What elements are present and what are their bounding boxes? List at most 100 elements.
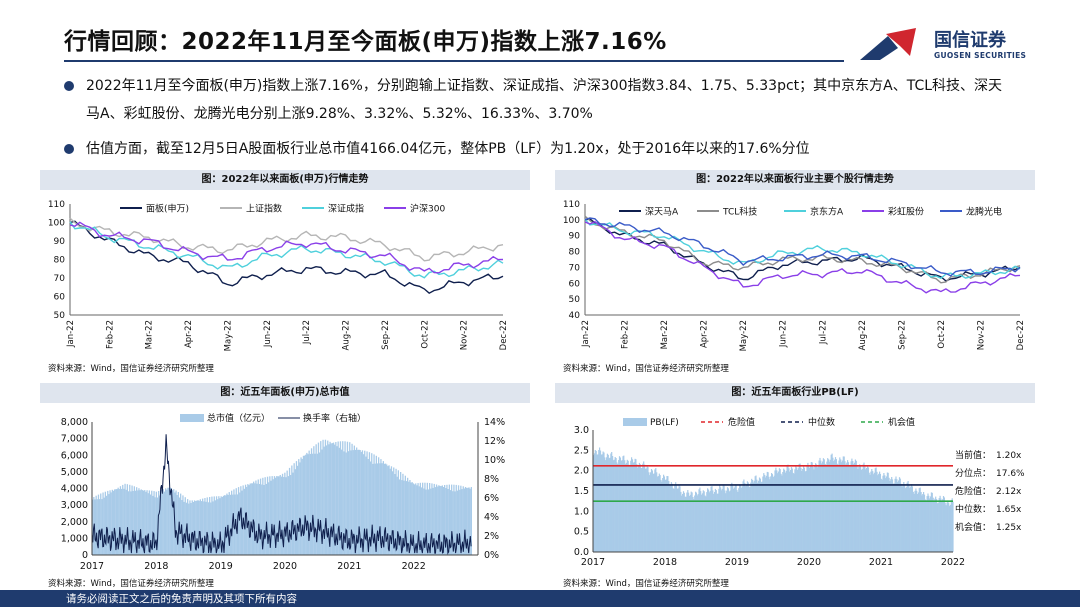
market-cap-bar [119, 486, 122, 555]
pb-bar [891, 479, 894, 552]
x-tick-label: Dec-22 [499, 320, 509, 350]
market-cap-bar [350, 450, 352, 555]
pb-bar [667, 476, 669, 552]
pb-bar [652, 473, 654, 552]
pb-bar [816, 467, 818, 552]
market-cap-bar [417, 483, 419, 555]
annotation-label: 中位数： [955, 503, 991, 515]
pb-bar [703, 491, 705, 552]
pb-bar [706, 492, 708, 552]
pb-bar [622, 456, 624, 552]
market-cap-bar [345, 452, 347, 555]
pb-bar [875, 467, 877, 552]
market-cap-bar [115, 489, 117, 555]
pb-bar [822, 458, 824, 552]
pb-bar [871, 469, 873, 552]
pb-bar [914, 490, 916, 552]
pb-bar [859, 464, 861, 552]
pb-bar [696, 495, 698, 552]
market-cap-bar [388, 465, 390, 555]
market-cap-bar [228, 492, 230, 555]
market-cap-bar [403, 480, 405, 555]
pb-bar [764, 477, 767, 552]
x-tick-label: May-22 [739, 320, 749, 351]
pb-bar [811, 462, 813, 552]
pb-bar [813, 469, 815, 552]
market-cap-bar [426, 482, 428, 555]
market-cap-bar [323, 446, 325, 555]
pb-bar [895, 476, 897, 552]
pb-bar [911, 484, 913, 552]
pb-bar [841, 462, 843, 552]
market-cap-bar [240, 486, 242, 555]
pb-bar [745, 484, 748, 552]
pb-bar [880, 478, 882, 552]
pb-bar [833, 461, 835, 552]
market-cap-bar [137, 490, 139, 555]
market-cap-bar [419, 482, 421, 555]
market-cap-bar [386, 464, 388, 555]
market-cap-bar [445, 488, 447, 555]
market-cap-bar [286, 470, 288, 555]
pb-bar [778, 468, 780, 552]
market-cap-bar [301, 458, 303, 555]
market-cap-bar [338, 447, 340, 555]
pb-bar [656, 476, 659, 552]
pb-bar [789, 471, 791, 552]
market-cap-bar [204, 498, 206, 555]
pb-bar [874, 468, 876, 552]
x-tick-label: Jun-22 [779, 320, 789, 348]
pb-bar [682, 493, 684, 552]
market-cap-bar [464, 487, 467, 555]
pb-bar [697, 494, 699, 552]
pb-bar [939, 495, 941, 552]
market-cap-bar [167, 487, 169, 555]
pb-bar [853, 462, 856, 552]
market-cap-bar [332, 442, 335, 555]
market-cap-bar [196, 500, 198, 555]
market-cap-bar [283, 477, 285, 555]
pb-bar [693, 499, 695, 552]
pb-bar [860, 466, 862, 552]
x-tick-label: Aug-22 [858, 320, 868, 350]
pb-bar [917, 492, 920, 552]
market-cap-bar [405, 481, 408, 555]
pb-bar [847, 460, 849, 552]
pb-bar [847, 462, 850, 552]
pb-bar [916, 490, 918, 552]
pb-bar [666, 476, 668, 552]
pb-bar [726, 490, 728, 552]
pb-bar [631, 457, 633, 552]
market-cap-bar [122, 484, 124, 555]
bullet-dot-icon [64, 81, 74, 91]
market-cap-bar [418, 486, 420, 555]
pb-bar [948, 502, 950, 552]
pb-bar [924, 499, 926, 552]
pb-bar [794, 469, 796, 552]
pb-bar [905, 487, 907, 552]
pb-bar [844, 461, 846, 552]
market-cap-bar [446, 484, 448, 555]
market-cap-bar [191, 500, 193, 555]
pb-bar [629, 465, 631, 552]
pb-bar [819, 457, 821, 552]
market-cap-bar [372, 463, 374, 555]
pb-bar [695, 492, 697, 552]
market-cap-bar [334, 444, 336, 555]
pb-bar [772, 477, 774, 552]
pb-bar [709, 490, 711, 552]
pb-bar [610, 453, 612, 552]
series-line-3 [69, 221, 504, 279]
market-cap-bar [220, 496, 222, 555]
market-cap-bar [262, 477, 264, 555]
pb-bar [885, 478, 887, 552]
pb-bar [815, 463, 817, 552]
chart-market-cap: 0 1,000 2,000 3,000 4,000 5,000 6,000 7,000 8,00… [61, 412, 505, 572]
pb-bar [872, 471, 874, 552]
pb-bar [624, 460, 626, 552]
pb-bar [634, 458, 636, 552]
pb-bar [682, 491, 685, 552]
pb-bar [738, 488, 740, 552]
pb-bar [904, 484, 906, 552]
legend-swatch [623, 418, 647, 426]
